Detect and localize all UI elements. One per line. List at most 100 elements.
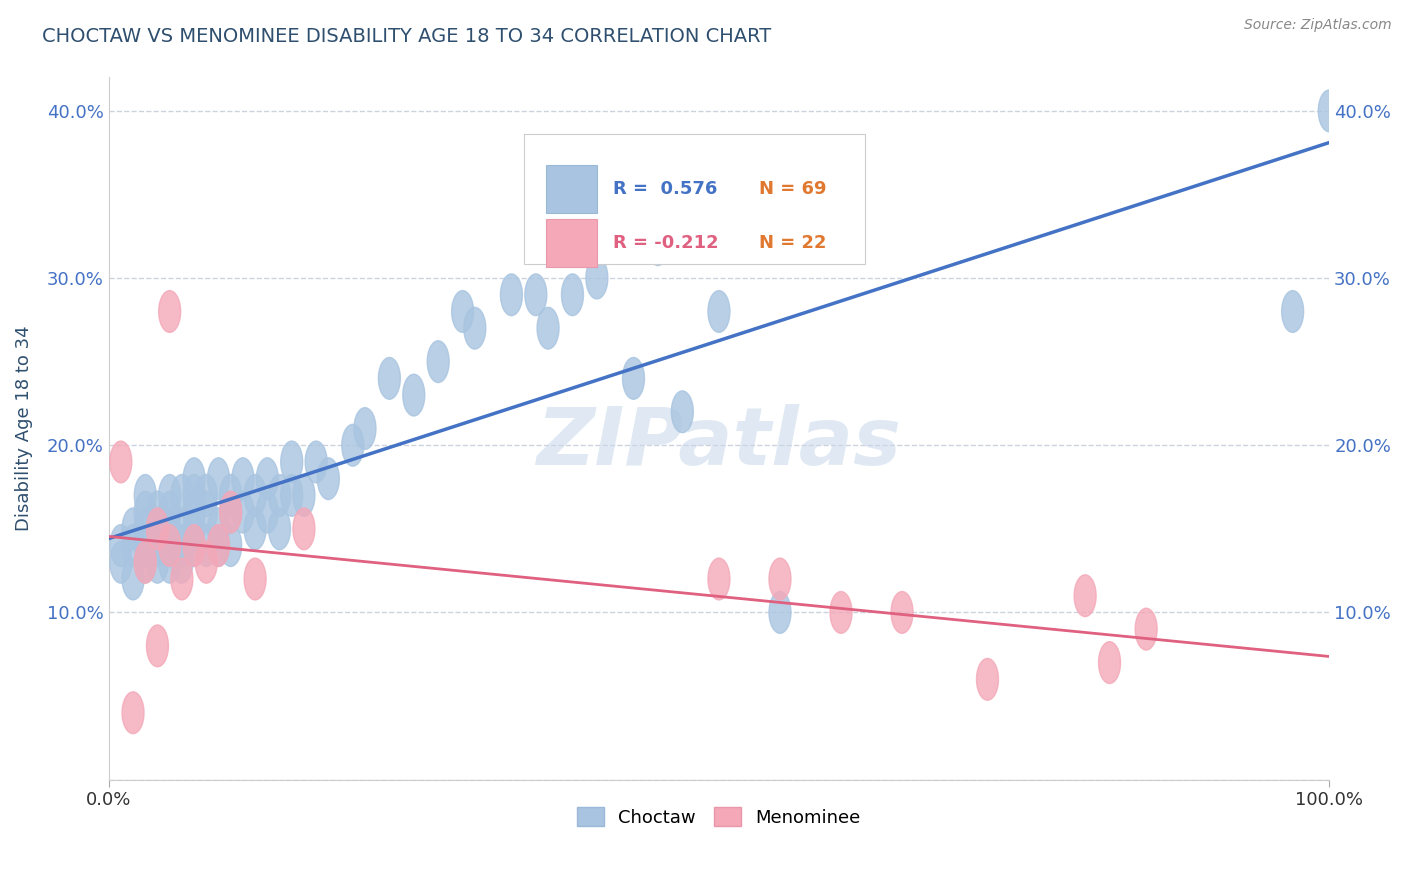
Ellipse shape: [269, 508, 291, 549]
Ellipse shape: [623, 358, 644, 400]
Ellipse shape: [146, 541, 169, 583]
Ellipse shape: [172, 475, 193, 516]
Ellipse shape: [354, 408, 375, 450]
Ellipse shape: [134, 475, 156, 516]
Ellipse shape: [195, 475, 218, 516]
Ellipse shape: [208, 458, 229, 500]
Ellipse shape: [586, 257, 607, 299]
Ellipse shape: [159, 524, 180, 566]
Ellipse shape: [159, 508, 180, 549]
Text: N = 69: N = 69: [759, 179, 827, 198]
Ellipse shape: [647, 224, 669, 266]
Ellipse shape: [159, 475, 180, 516]
Ellipse shape: [1282, 291, 1303, 333]
Ellipse shape: [561, 274, 583, 316]
Ellipse shape: [891, 591, 912, 633]
Ellipse shape: [134, 541, 156, 583]
Ellipse shape: [159, 291, 180, 333]
Ellipse shape: [134, 491, 156, 533]
Ellipse shape: [134, 541, 156, 583]
Ellipse shape: [402, 374, 425, 416]
Ellipse shape: [219, 475, 242, 516]
Ellipse shape: [524, 274, 547, 316]
Ellipse shape: [245, 558, 266, 600]
Ellipse shape: [208, 524, 229, 566]
Ellipse shape: [183, 458, 205, 500]
Ellipse shape: [709, 558, 730, 600]
Text: CHOCTAW VS MENOMINEE DISABILITY AGE 18 TO 34 CORRELATION CHART: CHOCTAW VS MENOMINEE DISABILITY AGE 18 T…: [42, 27, 772, 45]
Text: R = -0.212: R = -0.212: [613, 234, 718, 252]
Ellipse shape: [451, 291, 474, 333]
Ellipse shape: [195, 491, 218, 533]
Ellipse shape: [195, 524, 218, 566]
Ellipse shape: [159, 491, 180, 533]
Ellipse shape: [427, 341, 449, 383]
Ellipse shape: [110, 541, 132, 583]
Ellipse shape: [305, 441, 328, 483]
Ellipse shape: [292, 475, 315, 516]
Ellipse shape: [122, 508, 143, 549]
Ellipse shape: [769, 591, 792, 633]
Text: R =  0.576: R = 0.576: [613, 179, 717, 198]
Ellipse shape: [183, 491, 205, 533]
Ellipse shape: [537, 308, 560, 349]
Text: Source: ZipAtlas.com: Source: ZipAtlas.com: [1244, 18, 1392, 32]
Ellipse shape: [1135, 608, 1157, 650]
FancyBboxPatch shape: [546, 164, 598, 213]
Ellipse shape: [219, 524, 242, 566]
Ellipse shape: [256, 491, 278, 533]
Ellipse shape: [110, 441, 132, 483]
FancyBboxPatch shape: [523, 134, 866, 263]
Ellipse shape: [281, 475, 302, 516]
Ellipse shape: [146, 524, 169, 566]
Ellipse shape: [208, 524, 229, 566]
Ellipse shape: [245, 508, 266, 549]
Ellipse shape: [134, 508, 156, 549]
Text: ZIPatlas: ZIPatlas: [537, 403, 901, 482]
Y-axis label: Disability Age 18 to 34: Disability Age 18 to 34: [15, 326, 32, 532]
Ellipse shape: [195, 541, 218, 583]
Ellipse shape: [183, 524, 205, 566]
Ellipse shape: [269, 475, 291, 516]
Ellipse shape: [256, 458, 278, 500]
Ellipse shape: [122, 692, 143, 733]
Ellipse shape: [172, 508, 193, 549]
Ellipse shape: [281, 441, 302, 483]
Ellipse shape: [172, 558, 193, 600]
Ellipse shape: [232, 458, 254, 500]
Legend: Choctaw, Menominee: Choctaw, Menominee: [569, 800, 868, 834]
Ellipse shape: [146, 508, 169, 549]
Ellipse shape: [159, 541, 180, 583]
Ellipse shape: [183, 508, 205, 549]
Ellipse shape: [219, 491, 242, 533]
Ellipse shape: [464, 308, 486, 349]
Ellipse shape: [219, 491, 242, 533]
Ellipse shape: [146, 625, 169, 666]
Ellipse shape: [110, 524, 132, 566]
Ellipse shape: [342, 425, 364, 467]
Ellipse shape: [769, 558, 792, 600]
Ellipse shape: [122, 558, 143, 600]
Ellipse shape: [1098, 641, 1121, 683]
Ellipse shape: [671, 391, 693, 433]
Ellipse shape: [122, 524, 143, 566]
Ellipse shape: [208, 508, 229, 549]
Ellipse shape: [292, 508, 315, 549]
Ellipse shape: [146, 491, 169, 533]
Ellipse shape: [977, 658, 998, 700]
Ellipse shape: [232, 491, 254, 533]
Ellipse shape: [183, 475, 205, 516]
Ellipse shape: [183, 524, 205, 566]
Ellipse shape: [172, 524, 193, 566]
Ellipse shape: [830, 591, 852, 633]
Ellipse shape: [709, 291, 730, 333]
Ellipse shape: [318, 458, 339, 500]
FancyBboxPatch shape: [546, 219, 598, 267]
Ellipse shape: [501, 274, 523, 316]
Ellipse shape: [172, 541, 193, 583]
Ellipse shape: [146, 508, 169, 549]
Ellipse shape: [1319, 90, 1340, 132]
Ellipse shape: [1074, 574, 1097, 616]
Text: N = 22: N = 22: [759, 234, 827, 252]
Ellipse shape: [378, 358, 401, 400]
